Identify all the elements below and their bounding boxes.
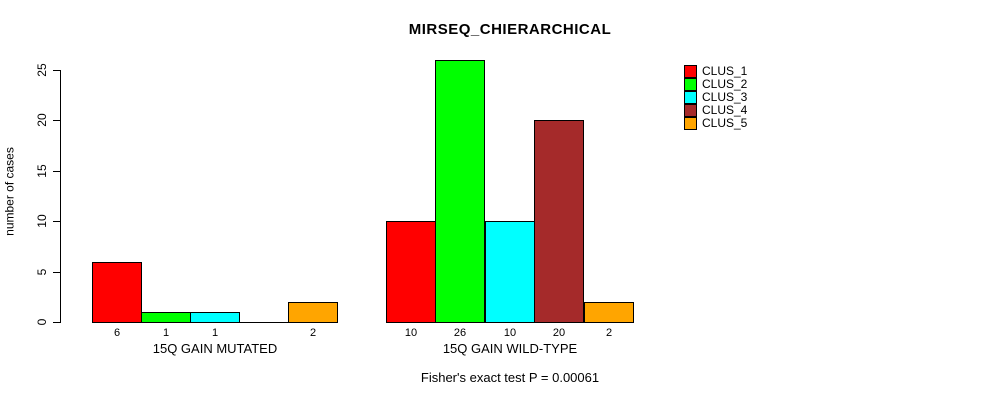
y-tick-label: 15 bbox=[35, 164, 49, 178]
bar-clus_2-group1 bbox=[141, 312, 191, 323]
legend-item-clus_1: CLUS_1 bbox=[684, 65, 747, 78]
y-tick-label: 20 bbox=[35, 113, 49, 127]
bar-clus_5-group1 bbox=[288, 302, 338, 323]
y-tick-label: 0 bbox=[35, 318, 49, 326]
legend: CLUS_1 CLUS_2 CLUS_3 CLUS_4 CLUS_5 bbox=[684, 65, 747, 130]
y-tick bbox=[53, 70, 60, 71]
legend-label: CLUS_4 bbox=[702, 103, 748, 117]
legend-label: CLUS_5 bbox=[702, 116, 748, 130]
y-axis-line bbox=[60, 70, 61, 323]
bar-value-label: 2 bbox=[309, 327, 317, 339]
bar-value-label: 26 bbox=[453, 327, 467, 339]
bar-value-label: 2 bbox=[605, 327, 613, 339]
bar-value-label: 6 bbox=[113, 327, 121, 339]
bar-value-label: 1 bbox=[162, 327, 170, 339]
legend-label: CLUS_1 bbox=[702, 64, 748, 78]
y-tick-label: 10 bbox=[35, 214, 49, 228]
legend-swatch-clus_5 bbox=[684, 117, 697, 130]
bar-clus_3-group1 bbox=[190, 312, 240, 323]
x-category-label: 15Q GAIN WILD-TYPE bbox=[442, 341, 578, 356]
y-tick bbox=[53, 322, 60, 323]
y-tick bbox=[53, 171, 60, 172]
legend-item-clus_3: CLUS_3 bbox=[684, 91, 747, 104]
y-tick-label: 5 bbox=[35, 268, 49, 276]
bar-clus_1-group2 bbox=[386, 221, 436, 323]
bar-value-label: 10 bbox=[503, 327, 517, 339]
y-tick bbox=[53, 120, 60, 121]
legend-item-clus_5: CLUS_5 bbox=[684, 117, 747, 130]
bar-value-label: 1 bbox=[211, 327, 219, 339]
annotation-text: Fisher's exact test P = 0.00061 bbox=[420, 370, 600, 385]
legend-item-clus_4: CLUS_4 bbox=[684, 104, 747, 117]
bar-clus_4-group2 bbox=[534, 120, 584, 323]
x-category-label: 15Q GAIN MUTATED bbox=[152, 341, 278, 356]
chart-title: MIRSEQ_CHIERARCHICAL bbox=[408, 21, 612, 38]
bar-clus_4-group1-zero bbox=[239, 322, 289, 323]
y-tick bbox=[53, 272, 60, 273]
legend-swatch-clus_1 bbox=[684, 65, 697, 78]
legend-label: CLUS_3 bbox=[702, 90, 748, 104]
legend-swatch-clus_3 bbox=[684, 91, 697, 104]
y-tick bbox=[53, 221, 60, 222]
bar-clus_1-group1 bbox=[92, 262, 142, 323]
legend-swatch-clus_2 bbox=[684, 78, 697, 91]
legend-label: CLUS_2 bbox=[702, 77, 748, 91]
bar-clus_3-group2 bbox=[485, 221, 535, 323]
bar-value-label: 20 bbox=[552, 327, 566, 339]
bar-clus_5-group2 bbox=[584, 302, 634, 323]
legend-item-clus_2: CLUS_2 bbox=[684, 78, 747, 91]
y-tick-label: 25 bbox=[35, 63, 49, 77]
bar-clus_2-group2 bbox=[435, 60, 485, 323]
bar-value-label: 10 bbox=[404, 327, 418, 339]
legend-swatch-clus_4 bbox=[684, 104, 697, 117]
